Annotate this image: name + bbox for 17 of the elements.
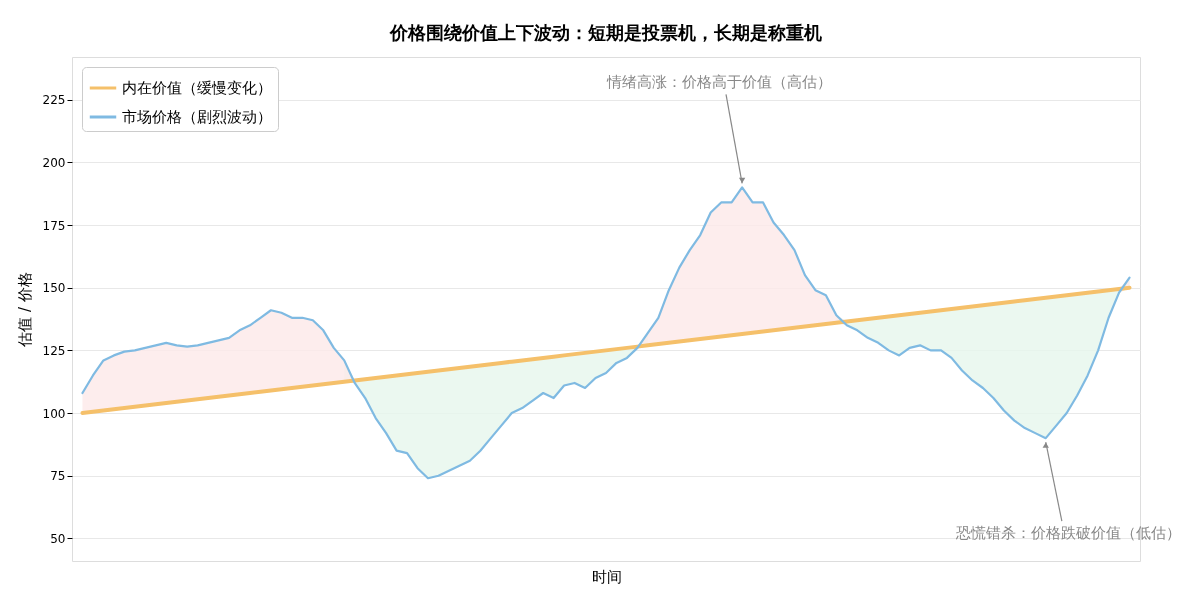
y-axis-title: 估值 / 价格 — [15, 272, 34, 348]
y-tick-label: 175 — [42, 218, 66, 233]
annotation: 情绪高涨：价格高于价值（高估） — [605, 73, 832, 92]
legend-label: 内在价值（缓慢变化） — [122, 79, 272, 97]
y-tick-label: 125 — [42, 343, 66, 358]
y-tick-label: 150 — [42, 281, 66, 296]
y-tick-label: 200 — [42, 155, 66, 170]
chart-title: 价格围绕价值上下波动：短期是投票机，长期是称重机 — [389, 22, 822, 43]
legend-label: 市场价格（剧烈波动） — [122, 108, 272, 126]
annotation: 恐慌错杀：价格跌破价值（低估） — [955, 524, 1182, 543]
line-series — [81, 186, 1131, 480]
y-tick-label: 75 — [50, 469, 66, 484]
line-series — [80, 285, 1132, 416]
x-axis-title: 时间 — [591, 567, 622, 586]
y-tick-label: 50 — [50, 531, 66, 546]
y-tick-label: 100 — [42, 406, 66, 421]
y-tick-label: 225 — [42, 93, 66, 108]
